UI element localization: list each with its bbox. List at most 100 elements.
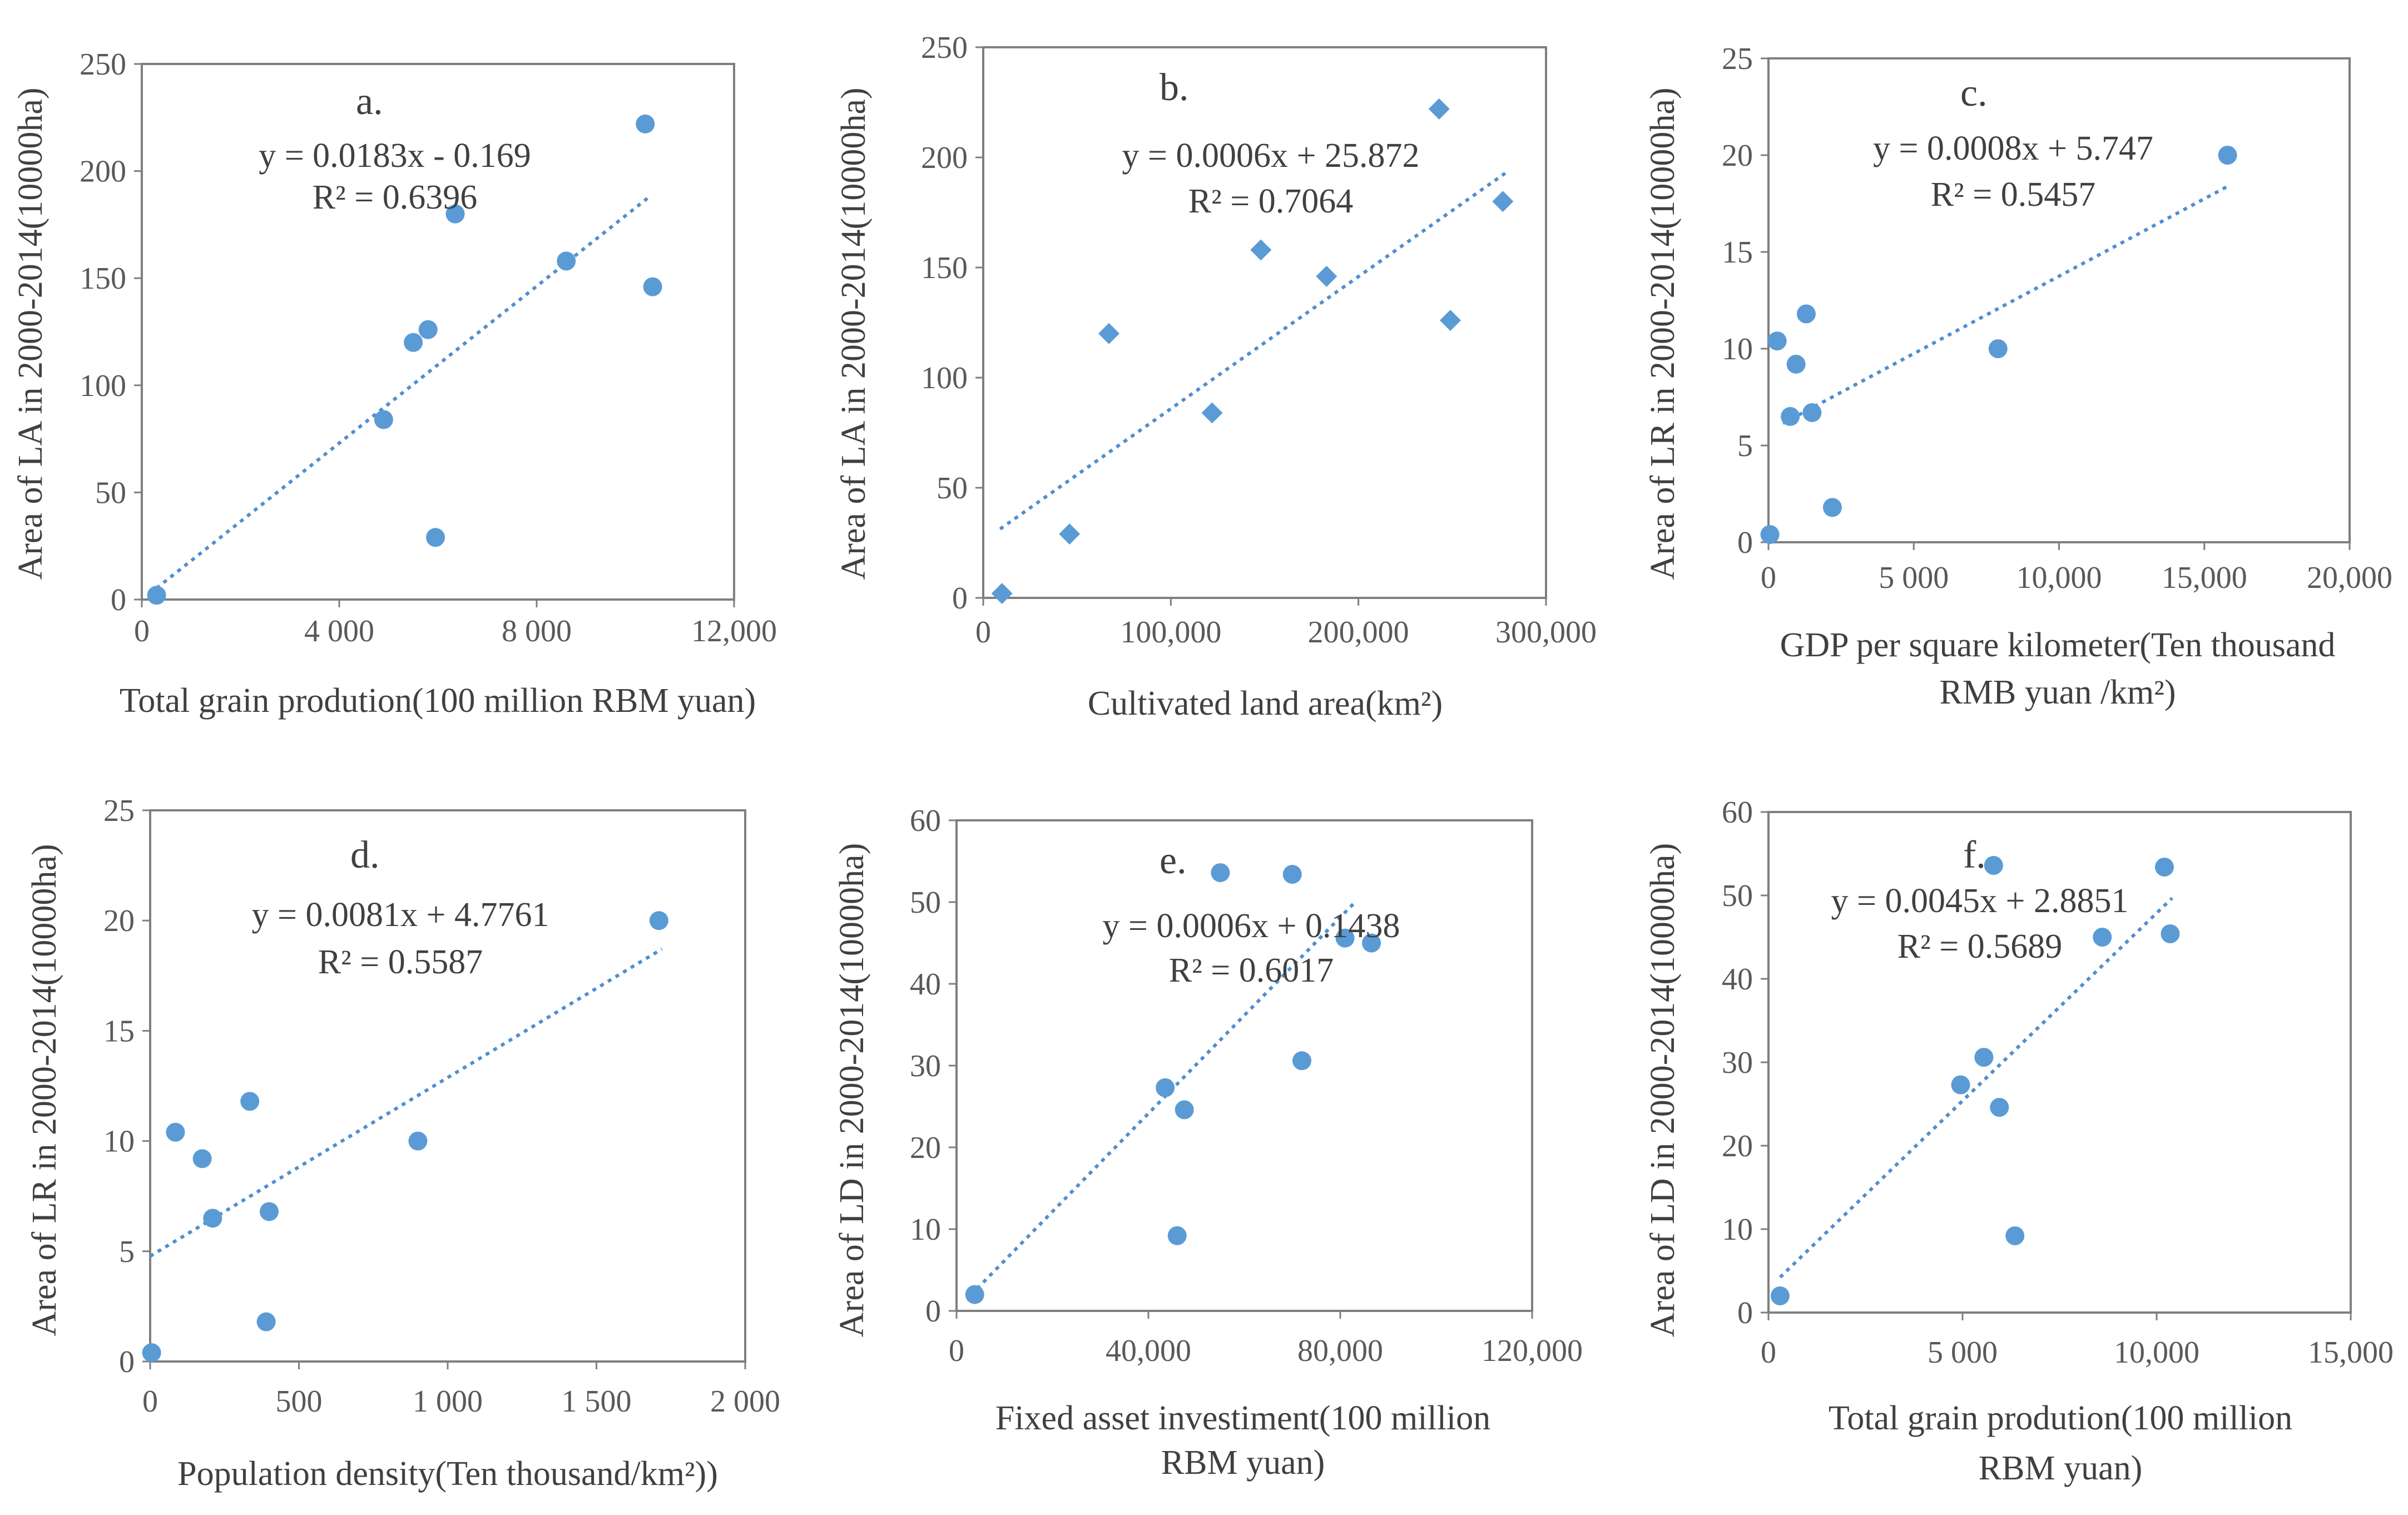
data-point bbox=[1282, 865, 1302, 884]
y-tick-label: 30 bbox=[1722, 1046, 1753, 1080]
data-point bbox=[426, 528, 445, 547]
y-tick-label: 20 bbox=[910, 1131, 941, 1165]
y-tick-label: 100 bbox=[921, 361, 968, 395]
x-tick-label: 0 bbox=[949, 1334, 964, 1368]
data-point bbox=[2005, 1226, 2025, 1245]
y-tick-label: 30 bbox=[910, 1049, 941, 1083]
y-tick-label: 15 bbox=[103, 1014, 135, 1048]
data-point bbox=[1316, 265, 1337, 287]
data-point bbox=[1156, 1078, 1175, 1097]
y-tick-label: 5 bbox=[1737, 429, 1753, 463]
trend-equation: y = 0.0045x + 2.8851 bbox=[1831, 882, 2129, 920]
data-point bbox=[1492, 191, 1514, 212]
y-tick-label: 200 bbox=[921, 141, 968, 175]
y-tick-label: 20 bbox=[103, 904, 135, 938]
data-point bbox=[1988, 339, 2008, 358]
panel-label: c. bbox=[1960, 72, 1988, 115]
y-tick-label: 200 bbox=[80, 155, 126, 189]
y-tick-label: 10 bbox=[103, 1125, 135, 1159]
y-tick-label: 250 bbox=[921, 31, 968, 65]
r-squared-label: R² = 0.5587 bbox=[318, 943, 483, 981]
x-tick-label: 10,000 bbox=[2016, 561, 2102, 595]
x-tick-label: 0 bbox=[1761, 561, 1776, 595]
data-point bbox=[374, 410, 393, 429]
x-tick-label: 40,000 bbox=[1106, 1334, 1191, 1368]
x-tick-label: 1 500 bbox=[562, 1384, 632, 1419]
data-point bbox=[1760, 525, 1780, 544]
trend-equation: y = 0.0183x - 0.169 bbox=[259, 137, 531, 175]
panel-label: b. bbox=[1160, 66, 1189, 109]
y-axis-label: Area of LR in 2000-2014(10000ha) bbox=[26, 844, 63, 1336]
y-tick-label: 60 bbox=[910, 804, 941, 838]
data-point bbox=[256, 1312, 276, 1331]
x-tick-label: 0 bbox=[1761, 1335, 1776, 1370]
x-tick-label: 12,000 bbox=[691, 614, 777, 648]
panel-label: a. bbox=[356, 80, 383, 123]
y-tick-label: 0 bbox=[119, 1345, 135, 1379]
data-point bbox=[1167, 1226, 1187, 1245]
data-point bbox=[649, 911, 668, 930]
x-axis-label: GDP per square kilometer(Ten thousand RMB… bbox=[1780, 626, 2336, 711]
y-axis-label: Area of LA in 2000-2014(10000ha) bbox=[835, 87, 873, 580]
data-point bbox=[991, 583, 1013, 605]
trend-equation: y = 0.0008x + 5.747 bbox=[1873, 130, 2153, 167]
data-point bbox=[166, 1122, 185, 1142]
data-point bbox=[404, 333, 423, 352]
data-point bbox=[557, 251, 576, 271]
x-tick-label: 20,000 bbox=[2307, 561, 2392, 595]
data-point bbox=[142, 1343, 161, 1363]
x-tick-label: 5 000 bbox=[1879, 561, 1949, 595]
y-tick-label: 25 bbox=[103, 794, 135, 828]
r-squared-label: R² = 0.6017 bbox=[1169, 952, 1334, 989]
data-point bbox=[1201, 402, 1223, 424]
data-point bbox=[1822, 498, 1842, 517]
data-point bbox=[192, 1149, 212, 1169]
plot-frame bbox=[141, 63, 735, 601]
x-tick-label: 4 000 bbox=[304, 614, 374, 648]
y-tick-label: 40 bbox=[910, 967, 941, 1002]
x-tick-label: 5 000 bbox=[1928, 1335, 1998, 1370]
y-tick-label: 0 bbox=[925, 1294, 941, 1329]
trend-equation: y = 0.0006x + 25.872 bbox=[1122, 137, 1420, 175]
y-tick-label: 0 bbox=[952, 581, 968, 616]
data-point bbox=[2154, 858, 2174, 877]
y-tick-label: 100 bbox=[80, 369, 126, 403]
data-point bbox=[1767, 331, 1787, 351]
chart-panel-e: 0 40,000 80,000 120,000 0 10 20 30 40 50 60 e. y = 0… bbox=[833, 804, 1583, 1482]
x-tick-label: 1 000 bbox=[413, 1384, 483, 1419]
trendline bbox=[1782, 185, 2228, 425]
x-tick-label: 10,000 bbox=[2114, 1335, 2199, 1370]
data-point bbox=[203, 1209, 222, 1228]
chart-panel-b: 0 100,000 200,000 300,000 0 50 100 150 200 250 b. y… bbox=[835, 31, 1597, 722]
y-tick-label: 10 bbox=[1722, 332, 1753, 367]
data-point bbox=[2093, 928, 2112, 947]
trendline bbox=[999, 169, 1510, 531]
x-axis-label: Population density(Ten thousand/km²)) bbox=[177, 1455, 718, 1493]
data-point bbox=[1250, 239, 1272, 261]
trendline bbox=[155, 195, 651, 590]
data-point bbox=[240, 1092, 260, 1111]
plot-frame bbox=[955, 819, 1533, 1312]
data-point bbox=[445, 204, 465, 224]
y-tick-label: 50 bbox=[95, 476, 126, 510]
data-point bbox=[1439, 310, 1461, 331]
y-axis-label: Area of LR in 2000-2014(10000ha) bbox=[1644, 87, 1682, 580]
y-tick-label: 40 bbox=[1722, 962, 1753, 997]
data-point bbox=[1781, 407, 1800, 426]
y-tick-label: 0 bbox=[111, 583, 126, 617]
y-axis-label: Area of LA in 2000-2014(10000ha) bbox=[12, 87, 49, 580]
x-tick-label: 0 bbox=[134, 614, 150, 648]
chart-panel-d: 0 500 1 000 1 500 2 000 0 5 10 15 20 25 d. y = 0.008… bbox=[26, 794, 780, 1493]
x-tick-label: 500 bbox=[276, 1384, 323, 1419]
data-point bbox=[1770, 1286, 1790, 1305]
panel-label: e. bbox=[1160, 839, 1187, 882]
x-axis-label: Fixed asset investiment(100 million RBM y… bbox=[995, 1399, 1490, 1482]
y-axis-label: Area of LD in 2000-2014(10000ha) bbox=[1644, 843, 1682, 1337]
x-tick-label: 0 bbox=[142, 1384, 158, 1419]
trendline bbox=[1778, 897, 2174, 1279]
data-point bbox=[418, 320, 438, 339]
x-axis-label: Total grain prodution(100 million RBM yua… bbox=[1829, 1399, 2292, 1487]
y-tick-label: 50 bbox=[1722, 879, 1753, 913]
data-point bbox=[408, 1131, 428, 1151]
y-axis-label: Area of LD in 2000-2014(10000ha) bbox=[833, 843, 871, 1337]
